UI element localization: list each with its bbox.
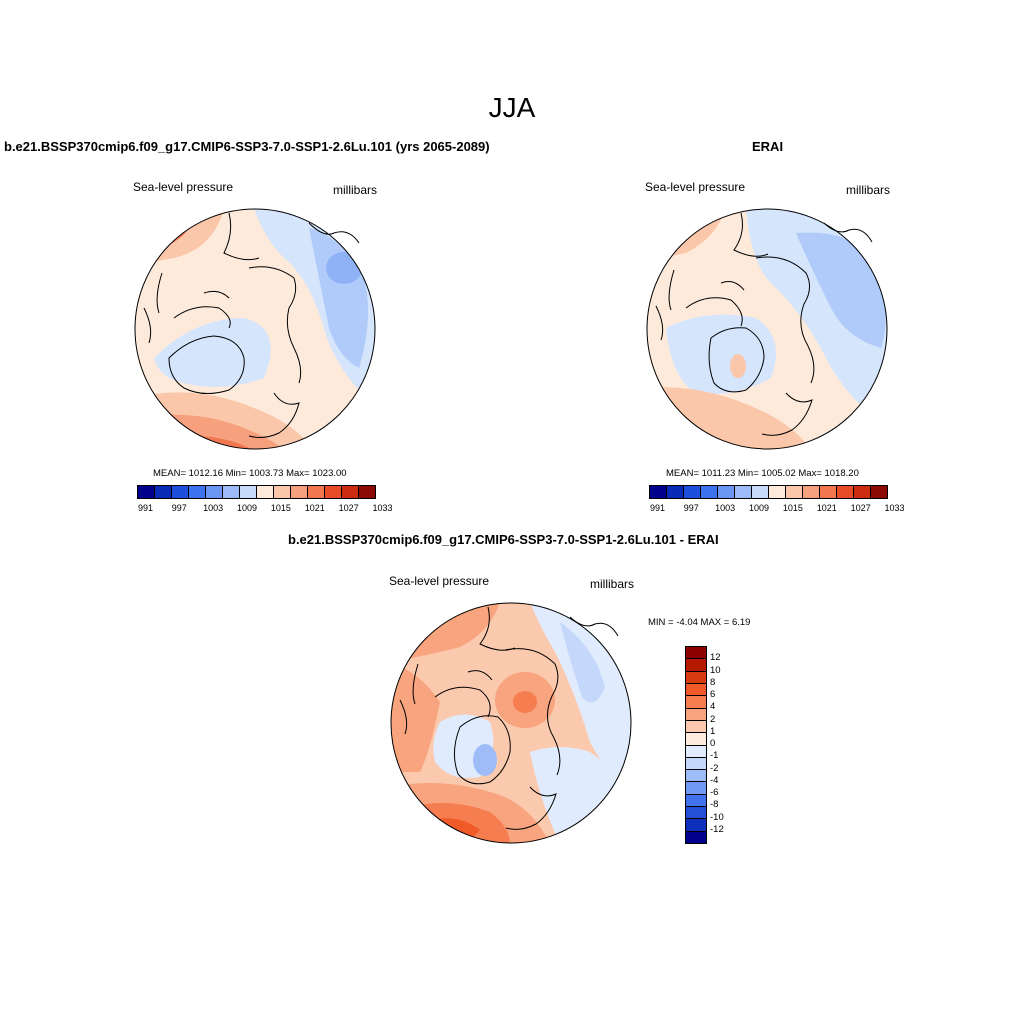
colorbar-swatch	[686, 720, 706, 734]
colorbar-swatch	[686, 683, 706, 697]
colorbar-swatch	[837, 486, 854, 498]
colorbar-label: 12	[710, 652, 721, 664]
colorbar-label: 1003	[203, 503, 224, 513]
obs-panel-title: ERAI	[752, 139, 784, 154]
colorbar-label: 1015	[782, 503, 803, 513]
model-colorbar	[137, 485, 376, 499]
colorbar-swatch	[701, 486, 718, 498]
colorbar-label: -8	[710, 799, 719, 811]
diff-variable-label: Sea-level pressure	[389, 574, 490, 588]
colorbar-label: 1033	[884, 503, 905, 513]
colorbar-label: -2	[710, 762, 719, 774]
obs-colorbar-labels: 991 997 1003 1009 1015 1021 1027 1033	[649, 503, 905, 515]
colorbar-swatch	[206, 486, 223, 498]
colorbar-swatch	[686, 770, 706, 783]
colorbar-swatch	[686, 782, 706, 795]
colorbar-label: 8	[710, 676, 716, 688]
colorbar-swatch	[735, 486, 752, 498]
colorbar-swatch	[686, 708, 706, 721]
colorbar-swatch	[752, 486, 769, 498]
colorbar-label: 991	[649, 503, 665, 513]
colorbar-swatch	[803, 486, 820, 498]
colorbar-label: -10	[710, 811, 724, 823]
colorbar-label: 997	[683, 503, 699, 513]
colorbar-label: -12	[710, 823, 724, 835]
diff-panel-title: b.e21.BSSP370cmip6.f09_g17.CMIP6-SSP3-7.…	[288, 532, 719, 547]
colorbar-swatch	[686, 757, 706, 771]
model-polar-map	[134, 208, 376, 450]
colorbar-swatch	[155, 486, 172, 498]
colorbar-swatch	[325, 486, 342, 498]
colorbar-label: 1	[710, 725, 716, 737]
colorbar-swatch	[257, 486, 274, 498]
colorbar-swatch	[650, 486, 667, 498]
colorbar-swatch	[359, 486, 375, 498]
colorbar-swatch	[871, 486, 887, 498]
colorbar-label: 1027	[850, 503, 871, 513]
colorbar-label: 1003	[715, 503, 736, 513]
model-colorbar-labels: 991 997 1003 1009 1015 1021 1027 1033	[137, 503, 393, 515]
colorbar-swatch	[274, 486, 291, 498]
colorbar-swatch	[686, 733, 706, 746]
obs-polar-map	[646, 208, 888, 450]
colorbar-swatch	[308, 486, 325, 498]
colorbar-label: 4	[710, 701, 716, 713]
colorbar-label: 10	[710, 664, 721, 676]
model-stats: MEAN= 1012.16 Min= 1003.73 Max= 1023.00	[153, 468, 347, 479]
colorbar-swatch	[686, 819, 706, 832]
colorbar-label: 1009	[749, 503, 770, 513]
colorbar-label: 1021	[816, 503, 837, 513]
colorbar-label: 6	[710, 689, 716, 700]
colorbar-swatch	[223, 486, 240, 498]
colorbar-label: 997	[171, 503, 187, 513]
colorbar-label: 0	[710, 738, 716, 749]
colorbar-swatch	[138, 486, 155, 498]
colorbar-swatch	[686, 671, 706, 684]
colorbar-label: -6	[710, 787, 719, 798]
colorbar-swatch	[684, 486, 701, 498]
figure-title: JJA	[488, 92, 536, 123]
colorbar-swatch	[686, 831, 706, 843]
colorbar-swatch	[667, 486, 684, 498]
colorbar-label: 2	[710, 713, 716, 725]
colorbar-swatch	[686, 794, 706, 808]
obs-colorbar	[649, 485, 888, 499]
model-panel-title: b.e21.BSSP370cmip6.f09_g17.CMIP6-SSP3-7.…	[4, 139, 490, 154]
colorbar-swatch	[686, 647, 706, 660]
colorbar-swatch	[686, 807, 706, 820]
obs-units-label: millibars	[846, 183, 891, 197]
colorbar-swatch	[769, 486, 786, 498]
colorbar-label: -4	[710, 774, 719, 786]
colorbar-label: 1015	[270, 503, 291, 513]
diff-colorbar	[685, 646, 707, 844]
model-variable-label: Sea-level pressure	[133, 180, 234, 194]
obs-variable-label: Sea-level pressure	[645, 180, 746, 194]
colorbar-swatch	[820, 486, 837, 498]
model-units-label: millibars	[333, 183, 378, 197]
colorbar-label: 991	[137, 503, 153, 513]
colorbar-swatch	[786, 486, 803, 498]
colorbar-swatch	[854, 486, 871, 498]
colorbar-label: -1	[710, 750, 719, 762]
colorbar-swatch	[189, 486, 206, 498]
colorbar-swatch	[718, 486, 735, 498]
colorbar-swatch	[342, 486, 359, 498]
colorbar-label: 1009	[237, 503, 258, 513]
diff-polar-map	[390, 602, 632, 844]
colorbar-label: 1027	[338, 503, 359, 513]
colorbar-swatch	[172, 486, 189, 498]
diff-units-label: millibars	[590, 577, 635, 591]
colorbar-swatch	[686, 696, 706, 709]
diff-colorbar-labels: 12 10 8 6 4 2 1 0 -1 -2 -4 -6 -8 -10 -12	[710, 646, 740, 842]
colorbar-label: 1021	[304, 503, 325, 513]
colorbar-swatch	[686, 659, 706, 672]
obs-stats: MEAN= 1011.23 Min= 1005.02 Max= 1018.20	[666, 468, 859, 479]
colorbar-swatch	[291, 486, 308, 498]
colorbar-label: 1033	[372, 503, 393, 513]
colorbar-swatch	[686, 745, 706, 758]
diff-minmax: MIN = -4.04 MAX = 6.19	[648, 617, 751, 628]
colorbar-swatch	[240, 486, 257, 498]
